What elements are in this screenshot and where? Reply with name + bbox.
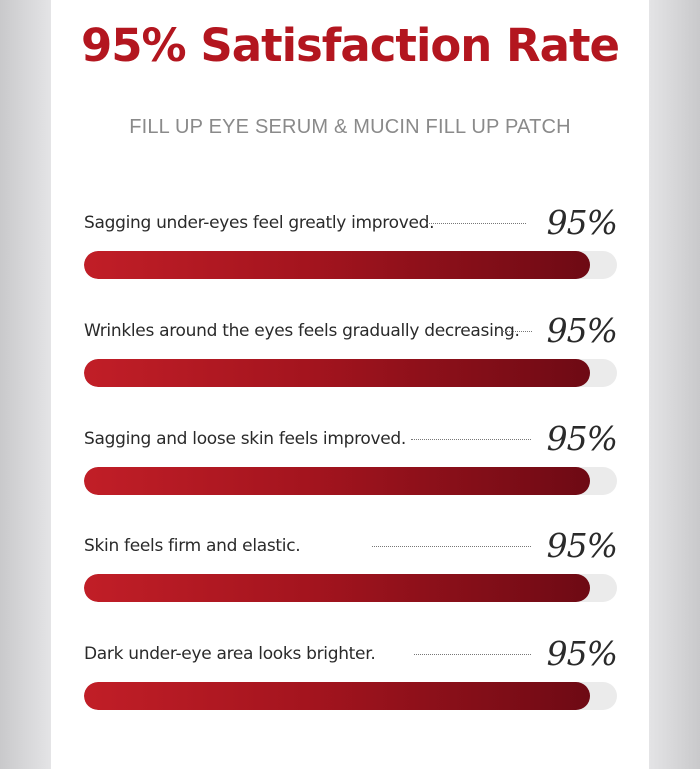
progress-track — [84, 251, 617, 279]
dotted-leader — [411, 439, 531, 440]
item-percent: 95% — [546, 526, 618, 565]
item-label: Sagging and loose skin feels improved. — [84, 429, 407, 449]
item-percent: 95% — [546, 419, 618, 458]
progress-fill — [84, 682, 591, 710]
content-card: 95% Satisfaction Rate FILL UP EYE SERUM … — [51, 0, 649, 769]
progress-track — [84, 467, 617, 495]
progress-track — [84, 682, 617, 710]
item-percent: 95% — [546, 634, 618, 673]
progress-track — [84, 574, 617, 602]
satisfaction-item: Skin feels firm and elastic. 95% — [84, 526, 618, 612]
satisfaction-item: Wrinkles around the eyes feels gradually… — [84, 311, 618, 397]
item-label: Wrinkles around the eyes feels gradually… — [84, 321, 520, 341]
item-percent: 95% — [546, 203, 618, 242]
dotted-leader — [427, 223, 526, 224]
progress-fill — [84, 467, 591, 495]
item-label: Sagging under-eyes feel greatly improved… — [84, 213, 435, 233]
item-percent: 95% — [546, 311, 618, 350]
item-label: Skin feels firm and elastic. — [84, 536, 301, 556]
page-title: 95% Satisfaction Rate — [80, 19, 620, 72]
satisfaction-item: Sagging under-eyes feel greatly improved… — [84, 203, 618, 289]
dotted-leader — [502, 331, 532, 332]
progress-fill — [84, 251, 591, 279]
progress-fill — [84, 359, 591, 387]
page-subtitle: FILL UP EYE SERUM & MUCIN FILL UP PATCH — [129, 116, 571, 138]
dotted-leader — [372, 546, 531, 547]
dotted-leader — [414, 654, 531, 655]
satisfaction-item: Sagging and loose skin feels improved. 9… — [84, 419, 618, 505]
item-label: Dark under-eye area looks brighter. — [84, 644, 376, 664]
satisfaction-item: Dark under-eye area looks brighter. 95% — [84, 634, 618, 720]
progress-fill — [84, 574, 591, 602]
progress-track — [84, 359, 617, 387]
